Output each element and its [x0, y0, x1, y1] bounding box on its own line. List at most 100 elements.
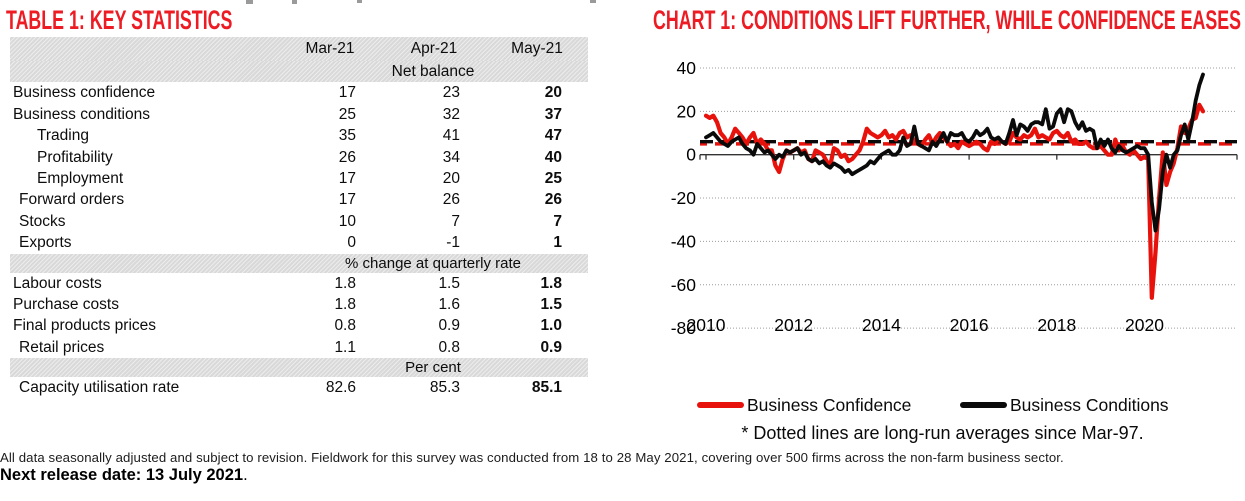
table-row: Labour costs 1.8 1.5 1.8 [10, 273, 588, 294]
value-cell: 23 [442, 84, 460, 102]
y-axis-label: -40 [671, 231, 697, 251]
spacer-cell [10, 61, 278, 82]
y-axis-label: 20 [677, 101, 697, 121]
y-axis-label: -20 [671, 188, 697, 208]
row-label: Exports [19, 234, 72, 252]
row-label: Capacity utilisation rate [19, 379, 180, 397]
value-cell: 1.0 [540, 317, 562, 335]
spacer-cell [10, 254, 278, 273]
row-label: Trading [37, 127, 89, 145]
value-cell: 0.8 [334, 317, 356, 335]
row-label: Profitability [37, 148, 113, 166]
spacer-cell [10, 358, 278, 377]
next-release-date-text: Next release date: 13 July 2021 [0, 466, 244, 484]
confidence-line-swatch [697, 402, 744, 408]
row-label: Final products prices [13, 317, 157, 335]
value-cell: 0.9 [438, 317, 460, 335]
table-row: Employment 17 20 25 [10, 168, 588, 189]
value-cell: 82.6 [325, 379, 356, 397]
chart-title: CHART 1: CONDITIONS LIFT FURTHER, WHILE … [653, 5, 1242, 35]
x-axis-label: 2010 [687, 315, 726, 335]
value-cell: 1.8 [334, 274, 356, 292]
legend-label-conditions: Business Conditions [1010, 395, 1169, 415]
value-cell: 1.8 [540, 274, 562, 292]
top-crop-mark [357, 0, 362, 3]
value-cell: 35 [338, 127, 356, 145]
row-label: Business confidence [13, 84, 156, 102]
table-row: Exports 0 -1 1 [10, 232, 588, 253]
table-row: Retail prices 1.1 0.8 0.9 [10, 337, 588, 358]
value-cell: 1.5 [540, 296, 562, 314]
value-cell: 1.8 [334, 296, 356, 314]
y-axis-label: 40 [677, 58, 697, 78]
section-band: % change at quarterly rate [10, 253, 588, 273]
spacer-cell [10, 37, 278, 61]
table-row: Profitability 26 34 40 [10, 147, 588, 168]
footer-note: All data seasonally adjusted and subject… [0, 450, 1064, 465]
legend-label-confidence: Business Confidence [747, 395, 912, 415]
month-header-row: Mar-21 Apr-21 May-21 [10, 37, 588, 61]
table-row: Business confidence 17 23 20 [10, 82, 588, 103]
value-cell: 85.1 [531, 379, 562, 397]
row-label: Stocks [19, 212, 66, 230]
value-cell: 1.5 [438, 274, 460, 292]
x-axis-label: 2012 [774, 315, 813, 335]
value-cell: 47 [544, 127, 562, 145]
value-cell: 32 [442, 105, 460, 123]
y-axis-label: -80 [671, 318, 697, 338]
section-band: Net balance [10, 61, 588, 83]
x-axis-label: 2016 [950, 315, 989, 335]
y-axis-label: -60 [671, 275, 697, 295]
value-cell: 17 [338, 84, 356, 102]
top-crop-mark [590, 0, 596, 3]
value-cell: -1 [446, 234, 460, 252]
section-header: Per cent [405, 359, 461, 377]
value-cell: 0.9 [540, 338, 562, 356]
next-release-period: . [243, 466, 248, 484]
value-cell: 25 [338, 105, 356, 123]
value-cell: 40 [544, 148, 562, 166]
x-axis-label: 2020 [1125, 315, 1164, 335]
value-cell: 25 [544, 170, 562, 188]
value-cell: 7 [553, 212, 562, 230]
table-row: Trading 35 41 47 [10, 125, 588, 146]
value-cell: 0.8 [438, 338, 460, 356]
y-axis-label: 0 [686, 145, 696, 165]
value-cell: 85.3 [429, 379, 460, 397]
value-cell: 10 [338, 212, 356, 230]
row-label: Labour costs [13, 274, 102, 292]
row-label: Forward orders [19, 191, 125, 209]
chart-legend: Business Confidence Business Conditions [640, 395, 1245, 419]
value-cell: 1.6 [438, 296, 460, 314]
key-stats-table-body: Mar-21 Apr-21 May-21 Net balance Business co… [10, 37, 588, 399]
column-header: Mar-21 [305, 40, 355, 58]
column-header: May-21 [511, 40, 563, 58]
value-cell: 26 [544, 191, 562, 209]
table-title: TABLE 1: KEY STATISTICS [6, 5, 233, 35]
value-cell: 1.1 [334, 338, 356, 356]
row-label: Retail prices [19, 338, 105, 356]
column-header: Apr-21 [410, 40, 458, 58]
top-crop-mark [246, 0, 253, 4]
value-cell: 26 [442, 191, 460, 209]
conditions-line [704, 72, 1205, 233]
section-header: Net balance [391, 63, 475, 80]
next-release-date: Next release date: 13 July 2021. [0, 466, 248, 485]
value-cell: 0 [347, 234, 356, 252]
table-row: Forward orders 17 26 26 [10, 189, 588, 210]
x-axis-label: 2014 [862, 315, 901, 335]
row-label: Business conditions [13, 105, 150, 123]
table-row: Business conditions 25 32 37 [10, 104, 588, 125]
value-cell: 20 [442, 170, 460, 188]
key-stats-table: Mar-21 Apr-21 May-21 Net balance Business co… [10, 37, 588, 399]
table-row: Capacity utilisation rate 82.6 85.3 85.1 [10, 377, 588, 398]
value-cell: 37 [544, 105, 562, 123]
table-row: Stocks 10 7 7 [10, 211, 588, 232]
top-crop-mark [292, 0, 297, 4]
chart-footnote: * Dotted lines are long-run averages sin… [741, 423, 1144, 443]
value-cell: 26 [338, 148, 356, 166]
row-label: Purchase costs [13, 296, 119, 314]
legend-item-confidence: Business Confidence [697, 395, 911, 416]
